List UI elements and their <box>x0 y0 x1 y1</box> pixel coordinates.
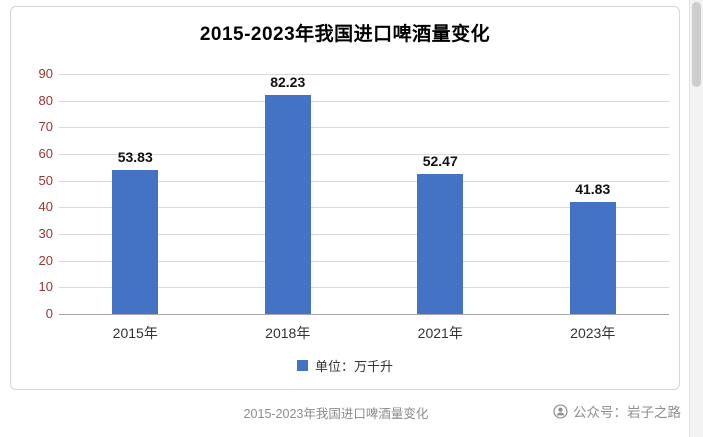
x-tick-label: 2023年 <box>570 325 616 341</box>
gridline <box>59 127 669 129</box>
bar <box>417 174 464 314</box>
bar-value-label: 41.83 <box>575 181 611 198</box>
gridline <box>59 154 669 155</box>
x-tick-label: 2018年 <box>265 325 311 341</box>
x-tick-label: 2021年 <box>417 325 463 341</box>
bar-value-label: 52.47 <box>422 153 458 170</box>
watermark: 公众号：岩子之路 <box>553 401 681 421</box>
gridline <box>59 100 669 102</box>
bar-value-label: 53.83 <box>117 149 153 166</box>
y-tick-label: 50 <box>38 172 53 188</box>
scrollbar[interactable] <box>689 0 703 437</box>
chart-title: 2015-2023年我国进口啤酒量变化 <box>199 24 491 45</box>
y-tick-label: 80 <box>38 92 53 108</box>
y-tick-label: 60 <box>38 146 53 161</box>
caption: 2015-2023年我国进口啤酒量变化 <box>243 407 429 421</box>
gridline <box>59 207 669 209</box>
bar <box>112 170 159 314</box>
gridline <box>59 287 669 289</box>
y-tick-label: 30 <box>38 226 53 241</box>
bar <box>264 94 311 314</box>
x-tick-label: 2015年 <box>112 325 158 341</box>
legend-label: 单位：万千升 <box>314 359 393 374</box>
legend: 单位：万千升 <box>11 356 679 375</box>
bar-value-label: 82.23 <box>270 73 306 90</box>
x-axis-line <box>59 314 669 315</box>
watermark-text: 公众号：岩子之路 <box>573 405 681 420</box>
y-tick-label: 0 <box>45 306 53 321</box>
plot-area: 0 10 20 30 40 50 60 70 80 90 53.83 2015年 82.23 2018年 5… <box>39 67 669 341</box>
gridline <box>59 180 669 182</box>
bar <box>569 202 616 314</box>
y-tick-label: 90 <box>38 66 53 81</box>
gridline <box>59 234 669 235</box>
gridline <box>59 74 669 75</box>
gridline <box>59 260 669 262</box>
y-tick-label: 40 <box>38 199 53 215</box>
y-tick-label: 10 <box>38 279 53 295</box>
scrollbar-thumb[interactable] <box>692 2 701 87</box>
y-tick-label: 20 <box>38 252 53 268</box>
legend-swatch-icon <box>296 360 308 371</box>
wechat-official-account-icon <box>553 403 568 419</box>
chart-panel: 2015-2023年我国进口啤酒量变化 0 10 20 30 40 50 60 70 80 90 5… <box>10 6 680 390</box>
y-tick-label: 70 <box>38 119 53 135</box>
